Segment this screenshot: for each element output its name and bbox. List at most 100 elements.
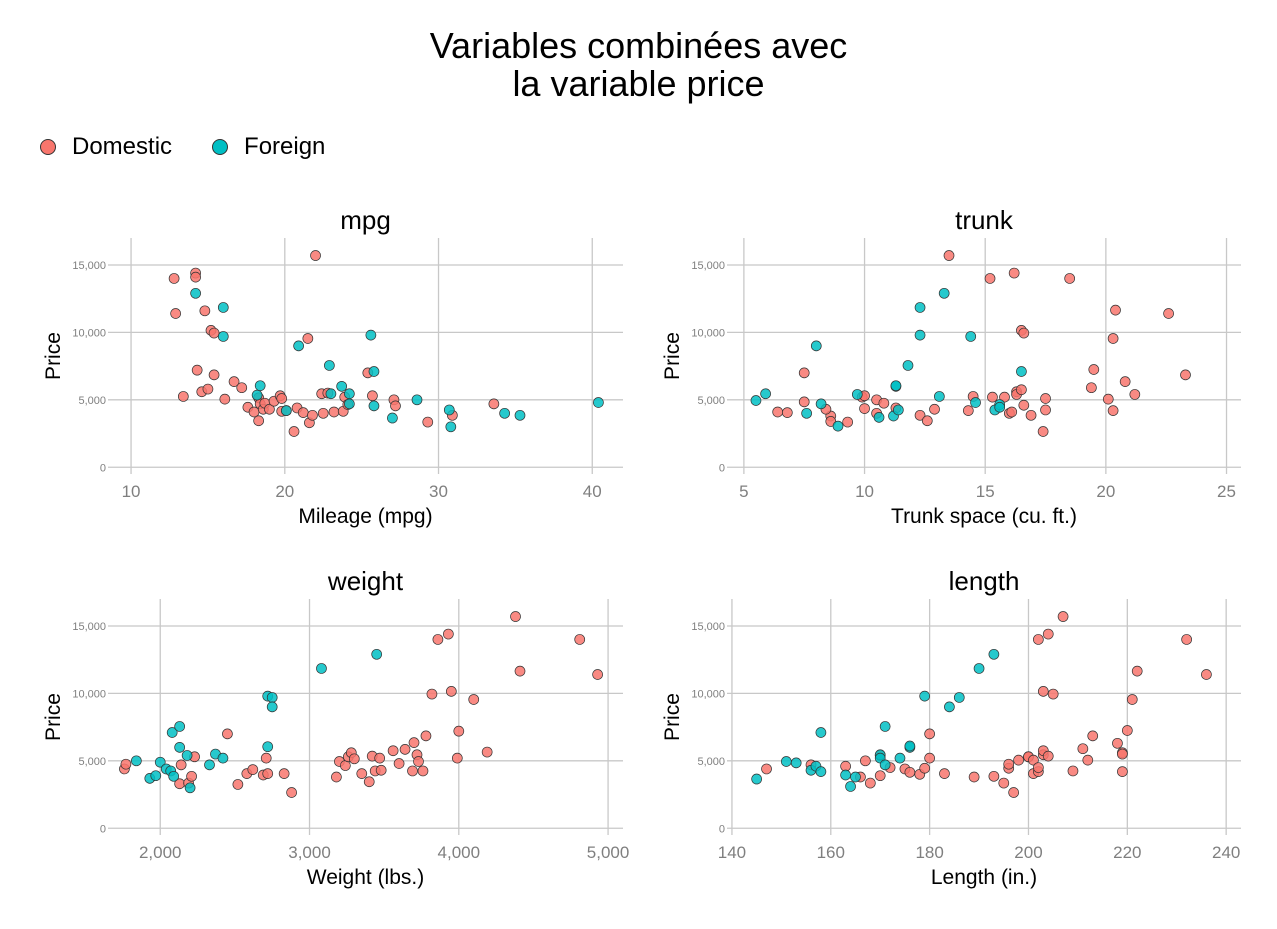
x-tick-label-length-3: 200 [1014, 843, 1042, 862]
point-mpg-foreign-12 [365, 329, 377, 341]
point-mpg-foreign-10 [344, 388, 355, 400]
point-weight-domestic-14 [278, 768, 290, 779]
point-weight-domestic-29 [393, 758, 405, 769]
x-axis-label-trunk: Trunk space (cu. ft.) [891, 505, 1077, 528]
legend: Domestic Foreign [40, 132, 365, 162]
point-mpg-domestic-4 [190, 271, 201, 283]
panel-trunk: 5 10 15 20 25 0 5,000 10,000 15,000 trunk Trunk sp… [661, 205, 1241, 528]
x-tick-label-weight-1: 3,000 [288, 843, 331, 862]
point-mpg-foreign-15 [387, 412, 398, 424]
point-mpg-domestic-31 [302, 333, 314, 344]
legend-item-domestic: Domestic [40, 133, 172, 161]
point-length-domestic-20 [1003, 758, 1015, 770]
point-weight-domestic-34 [413, 756, 424, 767]
point-mpg-domestic-30 [297, 407, 309, 418]
y-tick-label-weight-0: 0 [100, 823, 106, 835]
point-length-foreign-18 [944, 701, 955, 713]
point-trunk-domestic-23 [999, 391, 1010, 403]
y-tick-label-mpg-1: 5,000 [78, 395, 106, 407]
legend-label-domestic: Domestic [72, 133, 173, 160]
point-trunk-domestic-22 [987, 391, 998, 403]
y-tick-label-weight-2: 10,000 [72, 688, 106, 700]
point-mpg-foreign-3 [251, 389, 263, 401]
point-weight-domestic-47 [574, 634, 586, 645]
point-mpg-domestic-5 [191, 364, 203, 376]
point-mpg-foreign-20 [514, 409, 526, 421]
point-trunk-domestic-29 [1016, 384, 1027, 396]
point-mpg-domestic-26 [276, 393, 288, 404]
point-trunk-domestic-36 [1040, 404, 1051, 416]
point-trunk-domestic-37 [1064, 273, 1076, 284]
point-mpg-foreign-2 [217, 331, 229, 342]
point-trunk-foreign-6 [851, 389, 863, 400]
point-length-foreign-1 [780, 756, 792, 767]
point-length-domestic-6 [874, 770, 886, 782]
y-tick-label-mpg-0: 0 [100, 462, 106, 474]
y-axis-label-mpg: Price [42, 332, 65, 380]
point-weight-domestic-21 [348, 753, 360, 765]
point-weight-domestic-42 [453, 725, 465, 737]
point-weight-foreign-6 [166, 727, 178, 738]
point-mpg-domestic-28 [288, 426, 300, 437]
point-trunk-domestic-43 [1110, 304, 1121, 316]
y-tick-label-mpg-3: 15,000 [72, 260, 106, 272]
point-trunk-domestic-25 [1006, 406, 1018, 418]
point-length-domestic-44 [1117, 766, 1128, 777]
point-length-domestic-33 [1042, 750, 1054, 762]
y-tick-label-length-2: 10,000 [691, 688, 725, 700]
point-mpg-domestic-45 [390, 400, 401, 412]
point-trunk-domestic-44 [1119, 376, 1131, 387]
point-trunk-foreign-11 [892, 404, 904, 416]
y-tick-label-length-1: 5,000 [697, 756, 725, 768]
point-weight-foreign-16 [262, 741, 274, 753]
point-length-domestic-16 [968, 771, 980, 783]
x-tick-label-trunk-3: 20 [1096, 482, 1115, 501]
point-trunk-foreign-14 [914, 302, 926, 313]
point-weight-domestic-38 [432, 634, 444, 645]
y-tick-label-trunk-1: 5,000 [697, 395, 725, 407]
point-trunk-foreign-16 [938, 287, 950, 299]
point-weight-foreign-18 [266, 701, 278, 713]
point-trunk-foreign-2 [801, 407, 812, 419]
point-trunk-domestic-18 [943, 250, 955, 261]
point-trunk-domestic-19 [962, 405, 974, 416]
x-tick-label-length-4: 220 [1113, 843, 1141, 862]
y-tick-label-trunk-2: 10,000 [691, 327, 725, 339]
point-weight-domestic-40 [445, 686, 457, 697]
x-axis-label-weight: Weight (lbs.) [307, 866, 424, 889]
point-trunk-domestic-10 [859, 403, 870, 414]
point-length-domestic-17 [988, 770, 1000, 782]
x-tick-label-length-0: 140 [718, 843, 746, 862]
point-mpg-foreign-19 [499, 407, 510, 419]
y-tick-label-length-0: 0 [719, 823, 725, 835]
point-trunk-foreign-10 [890, 380, 902, 392]
x-tick-label-mpg-1: 20 [275, 482, 294, 501]
point-mpg-foreign-21 [593, 397, 604, 408]
point-mpg-foreign-9 [336, 380, 348, 392]
point-length-domestic-45 [1121, 725, 1133, 736]
point-weight-foreign-14 [217, 752, 229, 764]
point-trunk-foreign-13 [914, 329, 926, 341]
point-length-foreign-13 [879, 759, 891, 771]
y-tick-label-length-3: 15,000 [691, 621, 725, 633]
point-weight-domestic-15 [286, 787, 297, 798]
point-trunk-foreign-3 [810, 340, 822, 352]
point-length-domestic-39 [1082, 754, 1094, 766]
point-length-foreign-9 [850, 771, 861, 783]
point-mpg-domestic-0 [168, 273, 180, 284]
point-length-domestic-18 [998, 777, 1010, 789]
legend-marker-foreign [212, 139, 229, 155]
point-weight-domestic-48 [592, 669, 603, 680]
point-trunk-domestic-39 [1088, 364, 1100, 375]
x-tick-label-weight-0: 2,000 [139, 843, 182, 862]
point-weight-foreign-19 [316, 663, 327, 674]
point-mpg-domestic-36 [317, 407, 329, 419]
point-weight-domestic-5 [186, 770, 197, 782]
point-length-domestic-27 [1033, 634, 1044, 645]
point-trunk-foreign-0 [750, 395, 762, 406]
point-length-domestic-38 [1077, 743, 1089, 755]
y-axis-label-trunk: Price [661, 332, 684, 380]
point-weight-domestic-22 [356, 768, 368, 779]
point-length-domestic-29 [1033, 762, 1044, 773]
point-weight-domestic-13 [262, 768, 274, 779]
